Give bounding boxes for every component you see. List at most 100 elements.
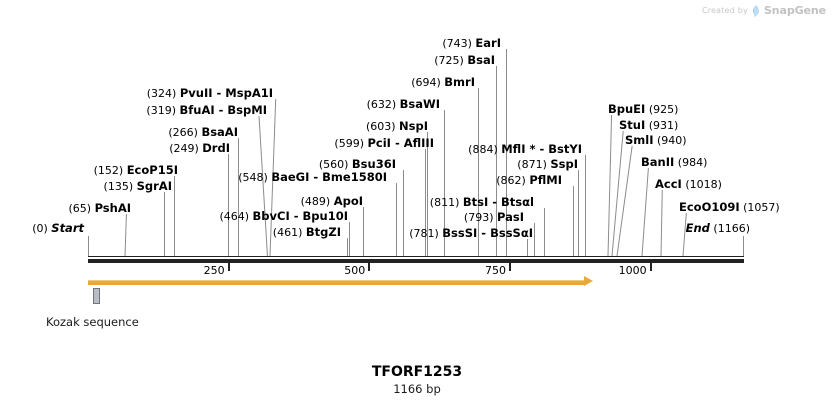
enzyme-site-label[interactable]: (324) PvuII - MspA1I bbox=[147, 87, 273, 100]
orf-arrow-head bbox=[584, 276, 593, 286]
enzyme-name: Btsαl bbox=[501, 195, 534, 209]
enzyme-site-label[interactable]: (884) MflI * - BstYI bbox=[468, 143, 582, 156]
leader-line bbox=[572, 186, 574, 256]
enzyme-name: BaeGI bbox=[271, 170, 310, 184]
enzyme-name: BbvCI bbox=[252, 209, 290, 223]
enzyme-position: (931) bbox=[645, 119, 679, 132]
sequence-length: 1166 bp bbox=[393, 382, 441, 396]
enzyme-site-label[interactable]: EcoO109I (1057) bbox=[679, 201, 780, 214]
enzyme-site-label[interactable]: (135) SgrAI bbox=[104, 180, 172, 193]
enzyme-site-label[interactable]: (743) EarI bbox=[442, 37, 501, 50]
enzyme-position: (743) bbox=[442, 37, 476, 50]
name-separator: - bbox=[488, 195, 502, 209]
enzyme-name: BmrI bbox=[444, 75, 475, 89]
start-position: (0) bbox=[32, 222, 52, 235]
enzyme-site-label[interactable]: SmlI (940) bbox=[625, 134, 687, 147]
start-terminal-label: (0) Start bbox=[32, 222, 84, 235]
kozak-sequence-label: Kozak sequence bbox=[46, 315, 139, 329]
leader-line bbox=[534, 223, 536, 256]
enzyme-site-label[interactable]: (781) BssSI - BssSαI bbox=[409, 227, 533, 240]
enzyme-name: BsaWI bbox=[399, 97, 440, 111]
ruler-tick-label-750: 750 bbox=[484, 264, 506, 277]
enzyme-site-label[interactable]: (871) SspI bbox=[517, 158, 578, 171]
enzyme-name: PvuII bbox=[179, 86, 213, 100]
name-separator: - bbox=[535, 142, 549, 156]
enzyme-position: (266) bbox=[168, 126, 202, 139]
enzyme-site-label[interactable]: AccI (1018) bbox=[655, 178, 722, 191]
enzyme-site-label[interactable]: BanII (984) bbox=[641, 156, 707, 169]
enzyme-position: (603) bbox=[365, 120, 400, 133]
ruler-bar bbox=[88, 259, 744, 263]
enzyme-site-label[interactable]: (811) BtsI - Btsαl bbox=[430, 196, 534, 209]
enzyme-site-label[interactable]: (152) EcoP15I bbox=[94, 164, 178, 177]
ruler-tick-1000 bbox=[649, 263, 652, 271]
leader-line bbox=[396, 183, 398, 256]
enzyme-site-label[interactable]: (560) Bsu36I bbox=[319, 158, 396, 171]
ruler-tick-label-250: 250 bbox=[203, 264, 225, 277]
enzyme-name: ApoI bbox=[333, 194, 363, 208]
leader-line bbox=[269, 99, 277, 256]
enzyme-site-label[interactable]: BpuEI (925) bbox=[608, 103, 678, 116]
ruler-tick-label-500: 500 bbox=[344, 264, 366, 277]
end-label: End bbox=[685, 221, 710, 235]
enzyme-site-label[interactable]: (464) BbvCI - Bpu10I bbox=[219, 210, 348, 223]
enzyme-position: (464) bbox=[219, 210, 253, 223]
enzyme-position: (1057) bbox=[739, 201, 780, 214]
enzyme-position: (324) bbox=[146, 87, 180, 100]
enzyme-name: DrdI bbox=[202, 141, 230, 155]
start-label: Start bbox=[51, 221, 84, 235]
watermark-prefix: Created by bbox=[701, 6, 748, 15]
enzyme-name: BtgZI bbox=[305, 225, 341, 239]
enzyme-site-label[interactable]: (599) PciI - AflIII bbox=[334, 137, 434, 150]
enzyme-site-label[interactable]: (862) PflMI bbox=[496, 174, 562, 187]
leader-line bbox=[495, 66, 497, 256]
enzyme-site-label[interactable]: (694) BmrI bbox=[411, 76, 475, 89]
enzyme-position: (725) bbox=[434, 54, 468, 67]
enzyme-name: BstYI bbox=[548, 142, 582, 156]
ruler-tick-label-1000: 1000 bbox=[618, 264, 647, 277]
enzyme-site-label[interactable]: (632) BsaWI bbox=[367, 98, 440, 111]
enzyme-position: (694) bbox=[411, 76, 445, 89]
enzyme-name: BpuEI bbox=[608, 102, 646, 116]
leader-line bbox=[228, 154, 230, 256]
leader-line bbox=[607, 115, 613, 256]
enzyme-position: (984) bbox=[674, 156, 708, 169]
orf-arrow-body bbox=[88, 280, 584, 285]
leader-line bbox=[347, 238, 349, 256]
enzyme-name: StuI bbox=[619, 118, 646, 132]
enzyme-position: (925) bbox=[645, 103, 679, 116]
leader-line bbox=[124, 214, 127, 256]
enzyme-site-label[interactable]: (266) BsaAI bbox=[168, 126, 238, 139]
enzyme-site-label[interactable]: (548) BaeGI - Bme1580I bbox=[238, 171, 387, 184]
enzyme-name: BanII bbox=[641, 155, 675, 169]
leader-line bbox=[682, 213, 687, 256]
leader-line bbox=[443, 110, 445, 256]
name-separator: - bbox=[212, 86, 226, 100]
snapgene-watermark: Created by SnapGene bbox=[702, 4, 826, 17]
enzyme-site-label[interactable]: StuI (931) bbox=[619, 119, 678, 132]
name-separator: - bbox=[214, 103, 228, 117]
enzyme-position: (548) bbox=[238, 171, 272, 184]
enzyme-site-label[interactable]: (793) PasI bbox=[464, 211, 524, 224]
enzyme-name: MspA1I bbox=[225, 86, 273, 100]
watermark-brand: SnapGene bbox=[763, 4, 826, 17]
enzyme-site-label[interactable]: (603) NspI bbox=[366, 120, 428, 133]
enzyme-site-label[interactable]: (725) BsaI bbox=[434, 54, 495, 67]
leader-line bbox=[544, 208, 546, 256]
enzyme-site-label[interactable]: (65) PshAI bbox=[68, 202, 131, 215]
enzyme-name: BtsI bbox=[462, 195, 489, 209]
enzyme-position: (811) bbox=[429, 196, 463, 209]
leader-line bbox=[363, 207, 365, 256]
enzyme-position: (632) bbox=[366, 98, 400, 111]
enzyme-site-label[interactable]: (461) BtgZI bbox=[273, 226, 341, 239]
enzyme-position: (1018) bbox=[681, 178, 722, 191]
enzyme-name: PasI bbox=[496, 210, 524, 224]
enzyme-site-label[interactable]: (249) DrdI bbox=[169, 142, 230, 155]
enzyme-site-label[interactable]: (489) ApoI bbox=[301, 195, 363, 208]
leader-line bbox=[527, 239, 529, 256]
enzyme-name: BssSαI bbox=[490, 226, 533, 240]
snapgene-leaf-icon bbox=[752, 4, 760, 17]
enzyme-position: (884) bbox=[468, 143, 502, 156]
enzyme-site-label[interactable]: (319) BfuAI - BspMI bbox=[146, 104, 267, 117]
enzyme-position: (793) bbox=[463, 211, 497, 224]
